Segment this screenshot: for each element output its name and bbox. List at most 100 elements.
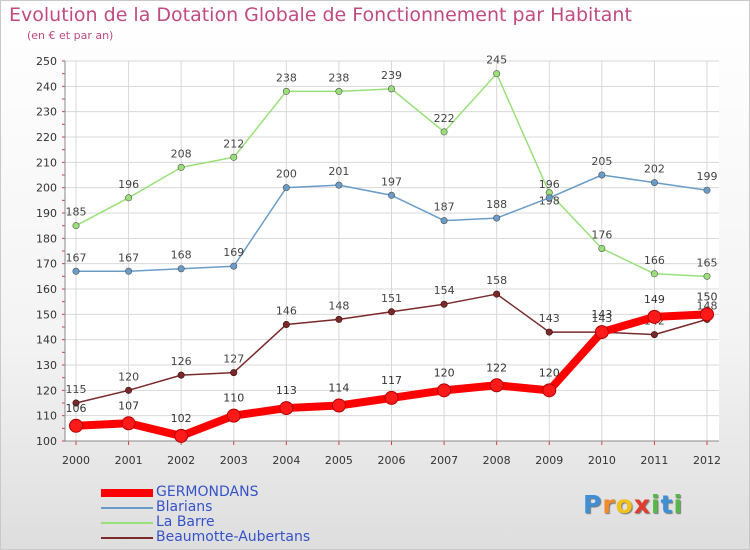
- data-label: 143: [591, 308, 612, 321]
- data-label: 202: [644, 163, 665, 176]
- y-tick-label: 230: [36, 106, 57, 119]
- data-point: [230, 262, 238, 270]
- data-point: [335, 181, 343, 189]
- y-tick-label: 130: [36, 359, 57, 372]
- data-point: [542, 383, 557, 398]
- legend-label: Beaumotte-Aubertans: [156, 529, 311, 545]
- x-tick-label: 2011: [640, 454, 668, 467]
- chart-subtitle: (en € et par an): [27, 29, 114, 42]
- logo-letter: i: [673, 490, 684, 519]
- x-tick-label: 2005: [325, 454, 353, 467]
- data-point: [331, 398, 346, 413]
- data-point: [226, 408, 241, 423]
- logo-letter: P: [583, 490, 603, 519]
- x-tick-label: 2008: [483, 454, 511, 467]
- data-point: [335, 315, 343, 323]
- legend-label: Blarians: [156, 499, 213, 515]
- y-tick-label: 190: [36, 207, 57, 220]
- data-label: 222: [434, 112, 455, 125]
- data-label: 166: [644, 254, 665, 267]
- data-label: 143: [539, 312, 560, 325]
- data-point: [125, 267, 133, 275]
- y-tick-label: 120: [36, 384, 57, 397]
- data-label: 117: [381, 374, 402, 387]
- y-tick-label: 100: [36, 435, 57, 448]
- data-point: [387, 308, 395, 316]
- y-tick-label: 180: [36, 232, 57, 245]
- data-label: 126: [171, 355, 192, 368]
- logo-letter: t: [660, 490, 674, 519]
- data-label: 151: [381, 292, 402, 305]
- data-point: [650, 270, 658, 278]
- proxiti-logo: Proxiti: [583, 490, 683, 519]
- data-point: [282, 184, 290, 192]
- data-point: [387, 191, 395, 199]
- data-point: [387, 85, 395, 93]
- data-label: 107: [118, 399, 139, 412]
- data-label: 205: [591, 155, 612, 168]
- data-label: 187: [434, 201, 455, 214]
- data-point: [493, 70, 501, 78]
- data-label: 196: [118, 178, 139, 191]
- data-label: 115: [66, 383, 87, 396]
- logo-letter: r: [602, 490, 616, 519]
- legend-swatch: [101, 507, 153, 509]
- data-label: 127: [223, 353, 244, 366]
- data-point: [72, 399, 80, 407]
- data-label: 165: [697, 256, 718, 269]
- y-tick-label: 150: [36, 308, 57, 321]
- data-label: 200: [276, 168, 297, 181]
- data-point: [545, 328, 553, 336]
- data-point: [230, 369, 238, 377]
- data-point: [125, 194, 133, 202]
- data-point: [594, 325, 609, 340]
- data-label: 239: [381, 69, 402, 82]
- x-tick-label: 2004: [272, 454, 300, 467]
- data-point: [440, 128, 448, 136]
- data-point: [72, 267, 80, 275]
- data-point: [282, 320, 290, 328]
- data-point: [647, 309, 662, 324]
- data-point: [384, 390, 399, 405]
- x-tick-label: 2000: [62, 454, 90, 467]
- data-label: 110: [223, 392, 244, 405]
- y-tick-label: 210: [36, 156, 57, 169]
- x-tick-label: 2010: [588, 454, 616, 467]
- chart-title: Evolution de la Dotation Globale de Fonc…: [9, 4, 632, 26]
- x-tick-label: 2012: [693, 454, 721, 467]
- data-point: [650, 179, 658, 187]
- data-label: 238: [276, 71, 297, 84]
- data-point: [440, 217, 448, 225]
- x-tick-label: 2002: [167, 454, 195, 467]
- data-label: 208: [171, 147, 192, 160]
- data-point: [335, 87, 343, 95]
- y-tick-label: 240: [36, 80, 57, 93]
- data-point: [174, 428, 189, 443]
- data-label: 146: [276, 304, 297, 317]
- data-point: [440, 300, 448, 308]
- data-label: 199: [697, 170, 718, 183]
- data-label: 245: [486, 54, 507, 67]
- data-point: [493, 290, 501, 298]
- data-point: [177, 371, 185, 379]
- data-point: [282, 87, 290, 95]
- y-tick-label: 160: [36, 283, 57, 296]
- data-label: 168: [171, 249, 192, 262]
- logo-letter: i: [651, 490, 661, 519]
- data-point: [650, 331, 658, 339]
- data-label: 148: [328, 299, 349, 312]
- y-tick-label: 200: [36, 182, 57, 195]
- data-label: 113: [276, 384, 297, 397]
- data-point: [230, 153, 238, 161]
- logo-letter: o: [615, 490, 634, 519]
- x-tick-label: 2006: [378, 454, 406, 467]
- data-point: [69, 418, 83, 433]
- x-tick-label: 2003: [220, 454, 248, 467]
- data-point: [72, 222, 80, 230]
- data-label: 150: [697, 290, 718, 303]
- data-point: [598, 171, 606, 179]
- data-label: 176: [591, 228, 612, 241]
- data-label: 120: [539, 366, 560, 379]
- data-label: 158: [486, 274, 507, 287]
